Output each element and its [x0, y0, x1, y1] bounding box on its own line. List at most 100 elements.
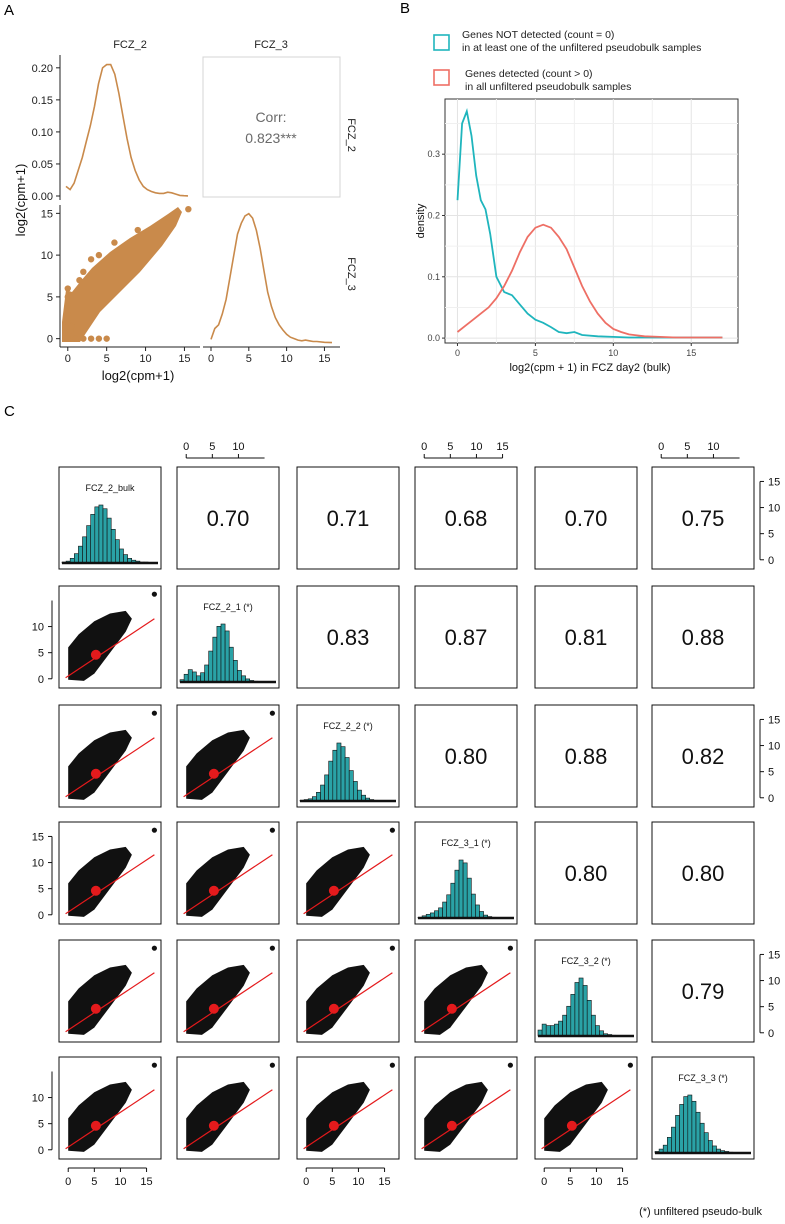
pairs-cell [534, 821, 638, 925]
histogram-bar [208, 650, 214, 683]
panel-b-ytick-label: 0.2 [427, 210, 440, 220]
scatter-cloud [306, 846, 370, 917]
scatter-a-ytick-label: 5 [47, 292, 53, 304]
histogram-bar [348, 770, 354, 802]
histogram-bar [558, 1020, 563, 1037]
scatter-a-point [72, 335, 79, 342]
scatter-cloud [306, 1081, 370, 1152]
axis-tick-label: 10 [768, 976, 780, 988]
histogram-bar [466, 877, 472, 919]
correlation-value: 0.70 [207, 506, 250, 531]
mean-point [208, 1120, 219, 1131]
histogram-bar [549, 1025, 555, 1037]
mean-point [90, 885, 101, 896]
density-fcz2-ytick-label: 0.05 [32, 159, 53, 171]
scatter-a-point [185, 205, 192, 213]
axis-tick-label: 5 [38, 1119, 44, 1131]
axis-tick-label: 10 [470, 441, 482, 453]
scatter-outlier-point [151, 827, 157, 833]
histogram-bar [192, 671, 197, 683]
axis-tick-label: 0 [65, 1176, 71, 1188]
scatter-a-point [80, 335, 87, 342]
histogram-bar [204, 664, 210, 683]
scatter-cloud [544, 1081, 608, 1152]
scatter-a-point [80, 268, 87, 276]
panel-b-xtick-label: 15 [686, 348, 696, 358]
mean-point [90, 768, 101, 779]
pairs-cell [414, 466, 518, 570]
histogram-bar [237, 670, 242, 683]
density-fcz2-yticks: 0.00 0.05 0.10 0.15 0.20 [32, 63, 60, 203]
histogram-bar [106, 517, 112, 564]
histogram-bar [328, 760, 334, 802]
regression-line [541, 1089, 631, 1150]
scatter-outlier-point [389, 827, 395, 833]
strip-top-fcz2: FCZ_2 [113, 39, 147, 51]
axis-tick-label: 5 [91, 1176, 97, 1188]
density-fcz2-ytick-label: 0.10 [32, 127, 53, 139]
mean-point [328, 885, 339, 896]
regression-line [421, 972, 511, 1033]
scatter-cloud [424, 1081, 488, 1152]
histogram-bar [470, 893, 476, 919]
pairs-cell [651, 939, 755, 1043]
series-not-detected [456, 108, 723, 339]
axis-tick-label: 10 [768, 503, 780, 515]
mean-point [90, 1120, 101, 1131]
histogram-bar [707, 1140, 713, 1154]
scatter-outlier-point [151, 710, 157, 716]
density-fcz3-xticks: 0 5 10 15 [208, 347, 331, 365]
axis-tick-label: 0 [38, 1145, 44, 1157]
regression-line [183, 972, 273, 1033]
panel-b-xtick-label: 10 [608, 348, 618, 358]
scatter-a-cloud [62, 207, 182, 342]
axis-tick-label: 15 [768, 949, 780, 961]
panel-b-ytick-label: 0.0 [427, 333, 440, 343]
correlation-value: 0.75 [682, 506, 725, 531]
histogram-bar [115, 539, 120, 564]
axis-tick-label: 10 [32, 858, 44, 870]
legend-key-not-detected [433, 34, 450, 51]
panel-b-ytick-label: 0.1 [427, 272, 440, 282]
scatter-cloud [68, 729, 132, 800]
histogram-bar [220, 623, 226, 683]
regression-line [65, 1089, 155, 1150]
scatter-cloud [186, 964, 250, 1035]
scatter-cloud [68, 964, 132, 1035]
scatter-a-point [64, 302, 71, 309]
axis-tick-label: 0 [183, 441, 189, 453]
scatter-a-point [103, 335, 110, 342]
legend-key-detected [433, 69, 450, 86]
scatter-a-points [62, 205, 192, 342]
mean-point [446, 1003, 457, 1014]
mean-point [328, 1003, 339, 1014]
density-fcz3-xtick-label: 0 [208, 353, 214, 365]
scatter-outlier-point [507, 1062, 513, 1068]
histogram-bar [90, 514, 96, 564]
legend-detected-line2: in all unfiltered pseudobulk samples [465, 81, 631, 93]
histogram-bar [562, 1014, 567, 1037]
histogram-bar [695, 1111, 701, 1154]
histogram-bar [94, 506, 100, 564]
axis-tick-label: 5 [567, 1176, 573, 1188]
histogram-bar [595, 1025, 600, 1037]
regression-line [183, 737, 273, 798]
histogram-bar [123, 554, 128, 564]
histogram-bar [675, 1115, 680, 1154]
panel-letter-b: B [400, 0, 410, 17]
strip-top-fcz3: FCZ_3 [254, 39, 288, 51]
regression-line [65, 854, 155, 915]
axis-tick-label: 0 [768, 793, 774, 805]
axis-tick-label: 15 [140, 1176, 152, 1188]
axis-tick-label: 0 [38, 674, 44, 686]
pairs-cell [296, 466, 400, 570]
axis-tick-label: 5 [38, 648, 44, 660]
histogram-bar [475, 904, 480, 919]
scatter-a-point [87, 256, 95, 263]
correlation-value: 0.82 [682, 744, 725, 769]
scatter-a-point [64, 335, 71, 342]
histogram-bar [554, 1023, 559, 1037]
histogram-bar [86, 525, 91, 564]
histogram-bar [438, 907, 443, 919]
axis-tick-label: 15 [768, 714, 780, 726]
